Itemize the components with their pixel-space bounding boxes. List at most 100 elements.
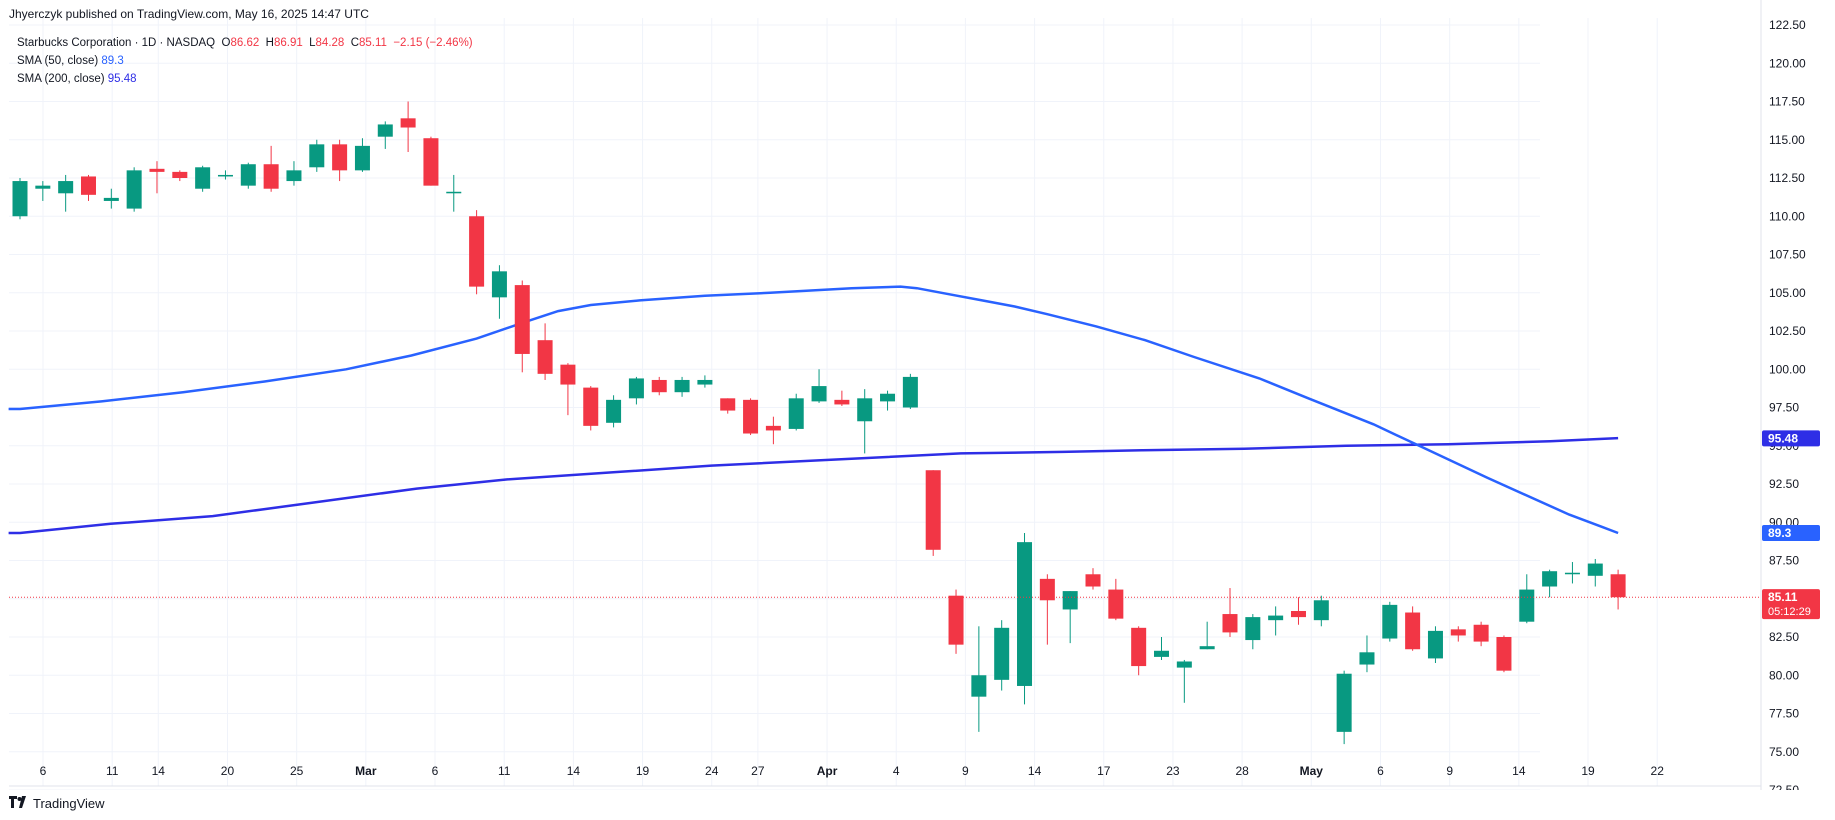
legend-change: −2.15 (−2.46%): [393, 37, 473, 49]
candle-up: [35, 185, 51, 189]
legend-high-value: 86.91: [273, 37, 303, 49]
candle-down: [720, 398, 736, 411]
sma50-label: SMA (50, close): [17, 55, 99, 67]
candle-up: [1154, 650, 1169, 657]
candle-up: [446, 191, 462, 194]
candle-up: [971, 675, 987, 697]
x-tick-label: 22: [1651, 764, 1665, 778]
candle-down: [514, 285, 530, 354]
legend-sma50-row[interactable]: SMA (50, close) 89.3: [17, 52, 473, 70]
candle-up: [1199, 646, 1215, 650]
candle-up: [857, 398, 873, 422]
candle-down: [1108, 589, 1124, 619]
legend-sma200-row[interactable]: SMA (200, close) 95.48: [17, 70, 473, 88]
candle-up: [1245, 617, 1261, 641]
y-tick-label: 112.50: [1769, 171, 1805, 185]
x-tick-label: 20: [221, 764, 235, 778]
candle-down: [925, 470, 941, 550]
candle-down: [469, 216, 485, 287]
candle-up: [1542, 571, 1558, 587]
candle-down: [1450, 629, 1466, 636]
sma200-price-tag-bg: [1762, 430, 1820, 447]
candle-up: [1017, 542, 1033, 686]
price-chart[interactable]: 72.5075.0077.5080.0082.5085.0087.5090.00…: [0, 0, 1835, 790]
candle-up: [12, 181, 28, 217]
sma50-price-tag-bg: [1762, 524, 1820, 541]
candle-down: [149, 168, 165, 172]
legend-symbol: Starbucks Corporation · 1D · NASDAQ: [17, 37, 216, 49]
candle-up: [1313, 600, 1329, 621]
candle-down: [765, 425, 781, 431]
x-tick-label: 11: [498, 764, 511, 778]
sma200-value: 95.48: [107, 73, 137, 85]
candle-up: [195, 167, 211, 189]
candle-up: [788, 398, 804, 429]
legend-low-value: 84.28: [315, 37, 345, 49]
x-tick-label: 25: [290, 764, 304, 778]
time-axis[interactable]: 6 11 14 20 25 Mar 6 11 14 19 24 27 Apr 4 9 14 17 23 28 May 6…: [40, 764, 1665, 778]
candle-up: [377, 124, 393, 137]
candle-up: [1564, 572, 1580, 575]
y-tick-label: 110.00: [1769, 209, 1805, 223]
candle-down: [583, 387, 599, 426]
y-tick-label: 75.00: [1769, 745, 1799, 759]
candle-up: [1587, 563, 1603, 576]
last-price-tag-text: 85.11: [1768, 590, 1798, 604]
candle-up: [880, 393, 896, 402]
x-tick-label: 6: [432, 764, 439, 778]
candle-up: [1382, 604, 1398, 639]
x-tick-label: Apr: [817, 764, 838, 778]
x-tick-label: 11: [106, 764, 119, 778]
candle-up: [126, 170, 142, 209]
candle-up: [811, 386, 827, 402]
candle-down: [1473, 624, 1489, 642]
y-tick-label: 122.50: [1769, 18, 1806, 32]
sma200-line-group: [8, 436, 1619, 535]
candle-up: [628, 378, 644, 399]
price-axis[interactable]: 72.5075.0077.5080.0082.5085.0087.5090.00…: [9, 0, 1806, 790]
candle-down: [1085, 574, 1101, 587]
candle-down: [1405, 612, 1421, 650]
candle-up: [902, 376, 918, 408]
y-tick-label: 100.00: [1769, 362, 1806, 376]
candle-down: [1222, 614, 1238, 633]
sma50-price-tag-text: 89.3: [1768, 526, 1792, 540]
x-tick-label: 14: [567, 764, 581, 778]
y-tick-label: 117.50: [1769, 95, 1805, 109]
candle-down: [423, 138, 439, 186]
grid: [9, 18, 1658, 790]
candle-up: [1336, 673, 1352, 732]
candle-down: [172, 171, 188, 178]
candle-up: [58, 181, 74, 194]
candle-up: [217, 174, 233, 177]
candle-down: [1610, 574, 1626, 598]
legend-low-label: L: [309, 37, 316, 49]
candles: [12, 101, 1626, 745]
x-tick-label: 28: [1235, 764, 1249, 778]
tradingview-brand: TradingView: [33, 795, 105, 811]
legend-close-label: C: [350, 37, 360, 49]
candle-down: [1039, 578, 1055, 601]
candle-up: [697, 379, 713, 385]
y-tick-label: 107.50: [1769, 248, 1806, 262]
y-tick-label: 82.50: [1769, 630, 1799, 644]
candle-down: [560, 364, 576, 385]
y-tick-label: 87.50: [1769, 554, 1799, 568]
sma200-price-tag-text: 95.48: [1768, 431, 1798, 445]
candle-up: [286, 170, 302, 182]
candle-down: [80, 176, 96, 195]
x-tick-label: 19: [636, 764, 650, 778]
x-tick-label: 14: [1512, 764, 1526, 778]
candle-down: [1131, 627, 1147, 667]
candle-down: [948, 595, 964, 645]
y-tick-label: 115.00: [1769, 133, 1805, 147]
tradingview-logo-icon: [9, 795, 29, 811]
x-tick-label: 24: [705, 764, 719, 778]
tradingview-footer[interactable]: TradingView: [9, 795, 105, 811]
candle-up: [1062, 591, 1078, 610]
sma50-line-group: [8, 285, 1619, 535]
candle-up: [1176, 661, 1192, 668]
y-tick-label: 72.50: [1769, 783, 1799, 790]
price-tags: 95.48 89.3 85.11 05:12:29: [1762, 430, 1820, 620]
x-tick-label: 14: [152, 764, 166, 778]
